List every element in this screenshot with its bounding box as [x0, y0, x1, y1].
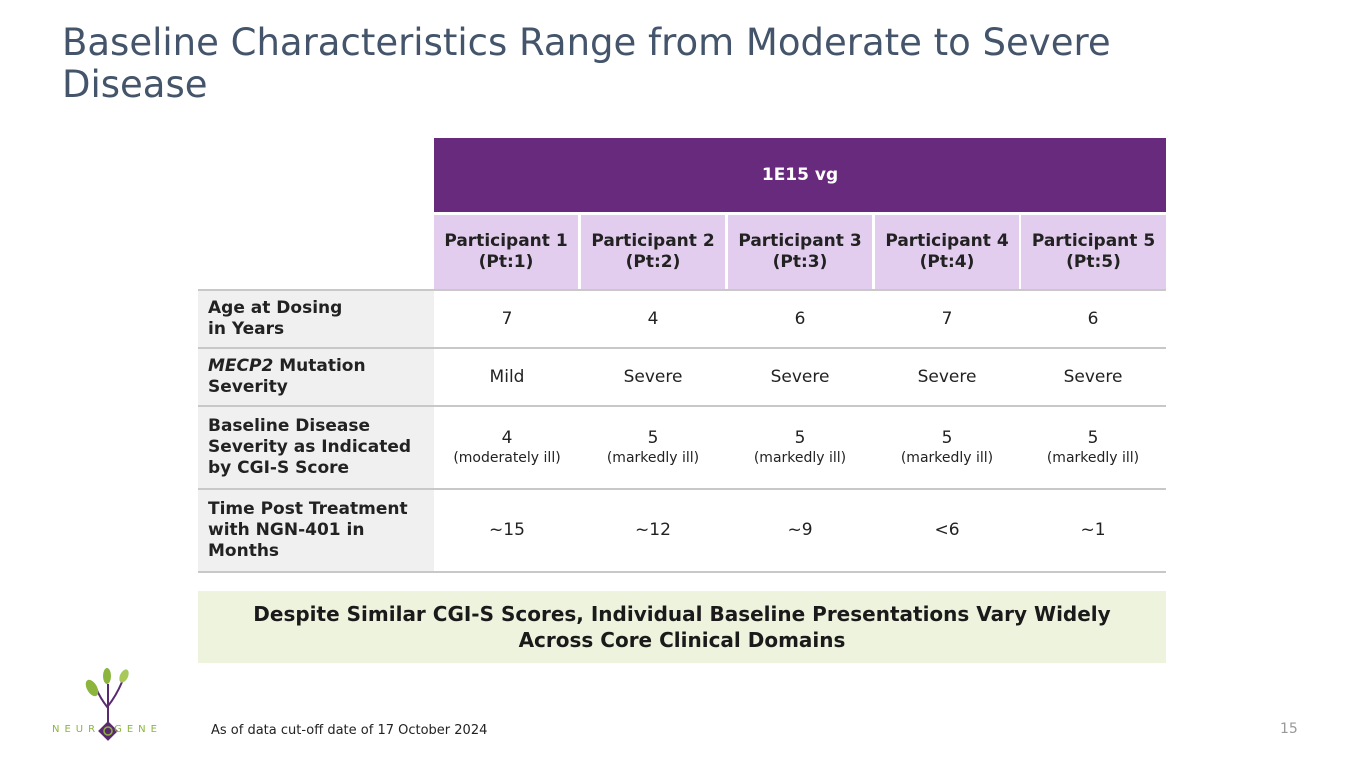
- callout-line: Across Core Clinical Domains: [518, 628, 846, 652]
- row-label-line: Months: [208, 541, 280, 561]
- key-takeaway-callout: Despite Similar CGI-S Scores, Individual…: [198, 591, 1166, 663]
- table-cell: <6: [934, 520, 960, 540]
- table-cell: ~15: [489, 520, 525, 540]
- score-description: (markedly ill): [1046, 450, 1140, 466]
- logo-text-left: NEUR: [52, 724, 101, 735]
- score-description: (moderately ill): [453, 450, 561, 466]
- row-label-line: by CGI-S Score: [208, 458, 350, 478]
- row-label-time: Time Post Treatment with NGN-401 in Months: [198, 490, 434, 571]
- participant-name: Participant 5: [1031, 231, 1156, 251]
- table-cell: ~1: [1080, 520, 1106, 540]
- footnote: As of data cut-off date of 17 October 20…: [211, 723, 488, 738]
- participant-name: Participant 3: [738, 231, 862, 251]
- table-row-time: Time Post Treatment with NGN-401 in Months…: [198, 488, 1166, 573]
- table-cell: 7: [941, 308, 953, 329]
- slide-title: Baseline Characteristics Range from Mode…: [62, 21, 1111, 106]
- table-cell: 5 (markedly ill): [580, 407, 726, 488]
- table-row-age: Age at Dosing in Years 7 4 6 7 6: [198, 289, 1166, 347]
- table-cell: 4 (moderately ill): [434, 407, 580, 488]
- dose-header: 1E15 vg: [434, 138, 1166, 212]
- table-cell: ~12: [635, 520, 671, 540]
- row-label-line: Severity as Indicated: [208, 437, 412, 457]
- table-cell: Severe: [1063, 366, 1123, 387]
- table-cell: 6: [794, 308, 806, 329]
- row-label-gene: MECP2: [208, 356, 274, 376]
- table-cell: Severe: [623, 366, 683, 387]
- row-label-line: Severity: [208, 377, 288, 397]
- score-description: (markedly ill): [606, 450, 700, 466]
- sprout-logo-icon: [85, 668, 129, 741]
- score-value: 5: [794, 428, 806, 448]
- score-description: (markedly ill): [753, 450, 847, 466]
- neurogene-logo: NEUR GENE: [52, 664, 164, 746]
- participant-header-2: Participant 2 (Pt:2): [581, 215, 725, 289]
- row-label-line: in Years: [208, 319, 285, 339]
- row-label-mecp2: MECP2 Mutation Severity: [198, 349, 434, 405]
- participant-header-3: Participant 3 (Pt:3): [728, 215, 872, 289]
- table-cell: Mild: [489, 366, 525, 387]
- row-label-cgis: Baseline Disease Severity as Indicated by …: [198, 407, 434, 488]
- score-value: 5: [1087, 428, 1099, 448]
- page-number: 15: [1280, 721, 1298, 737]
- table-cell: Severe: [770, 366, 830, 387]
- score-value: 5: [647, 428, 659, 448]
- table-cell: 7: [501, 308, 513, 329]
- participant-code: (Pt:1): [478, 252, 534, 272]
- table-cell: 4: [647, 308, 659, 329]
- participant-name: Participant 4: [885, 231, 1009, 251]
- participant-header-5: Participant 5 (Pt:5): [1021, 215, 1166, 289]
- row-label-line: Mutation: [273, 356, 366, 376]
- row-label-age: Age at Dosing in Years: [198, 291, 434, 347]
- table-cell: ~9: [787, 520, 813, 540]
- score-value: 5: [941, 428, 953, 448]
- table-cell: 6: [1087, 308, 1099, 329]
- table-cell: 5 (markedly ill): [1020, 407, 1166, 488]
- participant-code: (Pt:3): [772, 252, 828, 272]
- participant-code: (Pt:5): [1066, 252, 1121, 272]
- participant-header-4: Participant 4 (Pt:4): [875, 215, 1019, 289]
- row-label-line: with NGN-401 in: [208, 520, 365, 540]
- table-row-cgis: Baseline Disease Severity as Indicated by …: [198, 405, 1166, 488]
- participant-header-1: Participant 1 (Pt:1): [434, 215, 578, 289]
- row-label-line: Age at Dosing: [208, 298, 343, 318]
- table-cell: 5 (markedly ill): [874, 407, 1020, 488]
- participant-code: (Pt:2): [625, 252, 681, 272]
- score-value: 4: [501, 428, 513, 448]
- participant-name: Participant 1: [444, 231, 568, 251]
- table-cell: 5 (markedly ill): [727, 407, 873, 488]
- logo-text-right: GENE: [114, 724, 162, 735]
- table-row-mecp2: MECP2 Mutation Severity Mild Severe Sever…: [198, 347, 1166, 405]
- row-label-line: Baseline Disease: [208, 416, 370, 436]
- score-description: (markedly ill): [900, 450, 994, 466]
- logo-wordmark: NEUR GENE: [52, 724, 164, 735]
- participant-name: Participant 2: [591, 231, 715, 251]
- row-label-line: Time Post Treatment: [208, 499, 408, 519]
- participant-code: (Pt:4): [919, 252, 975, 272]
- table-cell: Severe: [917, 366, 977, 387]
- callout-line: Despite Similar CGI-S Scores, Individual…: [253, 602, 1111, 626]
